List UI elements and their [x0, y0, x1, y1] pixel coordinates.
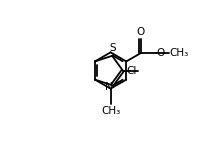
Text: Cl: Cl [126, 66, 136, 75]
Text: CH₃: CH₃ [169, 49, 189, 58]
Text: CH₃: CH₃ [101, 106, 120, 116]
Text: O: O [157, 49, 165, 58]
Text: N: N [105, 82, 113, 92]
Text: O: O [136, 27, 144, 37]
Text: S: S [109, 43, 116, 53]
